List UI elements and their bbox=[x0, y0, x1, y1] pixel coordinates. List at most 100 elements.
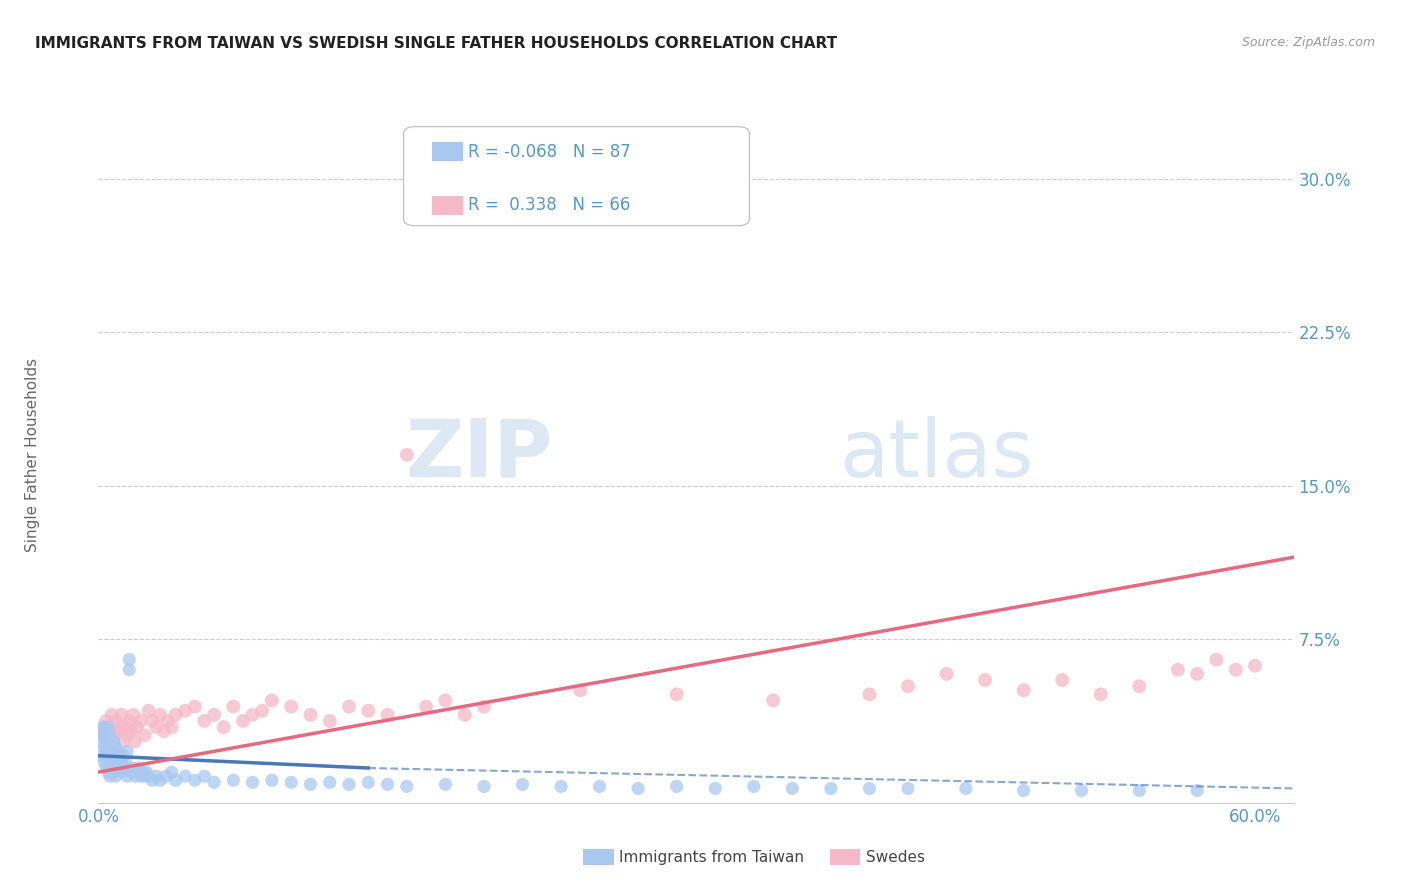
Point bbox=[145, 769, 167, 783]
Point bbox=[101, 748, 124, 763]
Point bbox=[91, 728, 114, 742]
Point bbox=[395, 448, 418, 462]
Point bbox=[128, 761, 150, 775]
Point bbox=[138, 704, 160, 718]
Point bbox=[125, 720, 148, 734]
Point bbox=[160, 765, 183, 780]
Point bbox=[704, 781, 727, 796]
Point bbox=[1012, 683, 1035, 698]
Point bbox=[93, 755, 115, 769]
Point bbox=[103, 765, 125, 780]
Point bbox=[858, 687, 880, 701]
Point bbox=[108, 720, 131, 734]
Point bbox=[118, 663, 141, 677]
Point bbox=[1167, 663, 1189, 677]
Point bbox=[202, 707, 225, 722]
Point bbox=[104, 740, 127, 755]
Text: R =  0.338   N = 66: R = 0.338 N = 66 bbox=[468, 196, 630, 214]
Point bbox=[112, 748, 135, 763]
Point bbox=[174, 704, 197, 718]
Point bbox=[377, 777, 399, 791]
Point bbox=[1185, 783, 1208, 797]
Point bbox=[156, 714, 179, 728]
Point bbox=[202, 775, 225, 789]
Point bbox=[512, 777, 534, 791]
Point bbox=[472, 780, 495, 794]
Point bbox=[98, 728, 121, 742]
Point bbox=[337, 699, 360, 714]
Point bbox=[98, 755, 121, 769]
Point bbox=[193, 769, 215, 783]
Point bbox=[98, 740, 121, 755]
Point bbox=[280, 775, 302, 789]
Point bbox=[118, 652, 141, 666]
Text: Single Father Households: Single Father Households bbox=[25, 358, 41, 552]
Point bbox=[114, 720, 136, 734]
Point bbox=[415, 699, 437, 714]
Point bbox=[1128, 679, 1150, 693]
Text: atlas: atlas bbox=[839, 416, 1033, 494]
Point bbox=[103, 755, 125, 769]
Point bbox=[107, 745, 129, 759]
Point bbox=[103, 728, 125, 742]
Point bbox=[472, 699, 495, 714]
Point bbox=[260, 773, 283, 788]
Point bbox=[242, 707, 264, 722]
Point bbox=[395, 780, 418, 794]
Point bbox=[377, 707, 399, 722]
Point bbox=[141, 714, 163, 728]
Point bbox=[193, 714, 215, 728]
Point bbox=[124, 734, 146, 748]
Point bbox=[134, 769, 156, 783]
Point bbox=[935, 666, 957, 681]
Point bbox=[94, 714, 117, 728]
Point bbox=[252, 704, 274, 718]
Point bbox=[569, 683, 592, 698]
Point bbox=[1070, 783, 1092, 797]
Point bbox=[319, 714, 342, 728]
Point bbox=[125, 765, 148, 780]
Point bbox=[135, 765, 157, 780]
Point bbox=[1205, 652, 1227, 666]
Point bbox=[280, 699, 302, 714]
Point bbox=[149, 707, 172, 722]
Point bbox=[124, 769, 146, 783]
Point bbox=[242, 775, 264, 789]
Point bbox=[117, 745, 139, 759]
Point bbox=[104, 748, 127, 763]
Point bbox=[117, 769, 139, 783]
Point bbox=[955, 781, 977, 796]
Point bbox=[1128, 783, 1150, 797]
Text: Immigrants from Taiwan: Immigrants from Taiwan bbox=[619, 850, 804, 864]
Point bbox=[897, 781, 920, 796]
Point bbox=[101, 761, 124, 775]
Point bbox=[101, 707, 124, 722]
Point bbox=[118, 714, 141, 728]
Point bbox=[1244, 658, 1267, 673]
Point bbox=[1050, 673, 1073, 687]
Point bbox=[93, 720, 115, 734]
Point bbox=[89, 734, 111, 748]
Point bbox=[319, 775, 342, 789]
Point bbox=[97, 765, 120, 780]
Point bbox=[132, 765, 155, 780]
Point bbox=[122, 707, 145, 722]
Point bbox=[103, 734, 125, 748]
Point bbox=[110, 707, 132, 722]
Point bbox=[232, 714, 254, 728]
Point bbox=[299, 777, 322, 791]
Point bbox=[107, 755, 129, 769]
Point bbox=[184, 773, 207, 788]
Point bbox=[104, 769, 127, 783]
Point bbox=[112, 761, 135, 775]
Point bbox=[117, 728, 139, 742]
Point bbox=[1090, 687, 1112, 701]
Point bbox=[1185, 666, 1208, 681]
Point bbox=[299, 707, 322, 722]
Point bbox=[138, 769, 160, 783]
Point bbox=[165, 773, 187, 788]
Point bbox=[357, 704, 380, 718]
Point bbox=[974, 673, 997, 687]
Point bbox=[98, 769, 121, 783]
Point bbox=[91, 748, 114, 763]
